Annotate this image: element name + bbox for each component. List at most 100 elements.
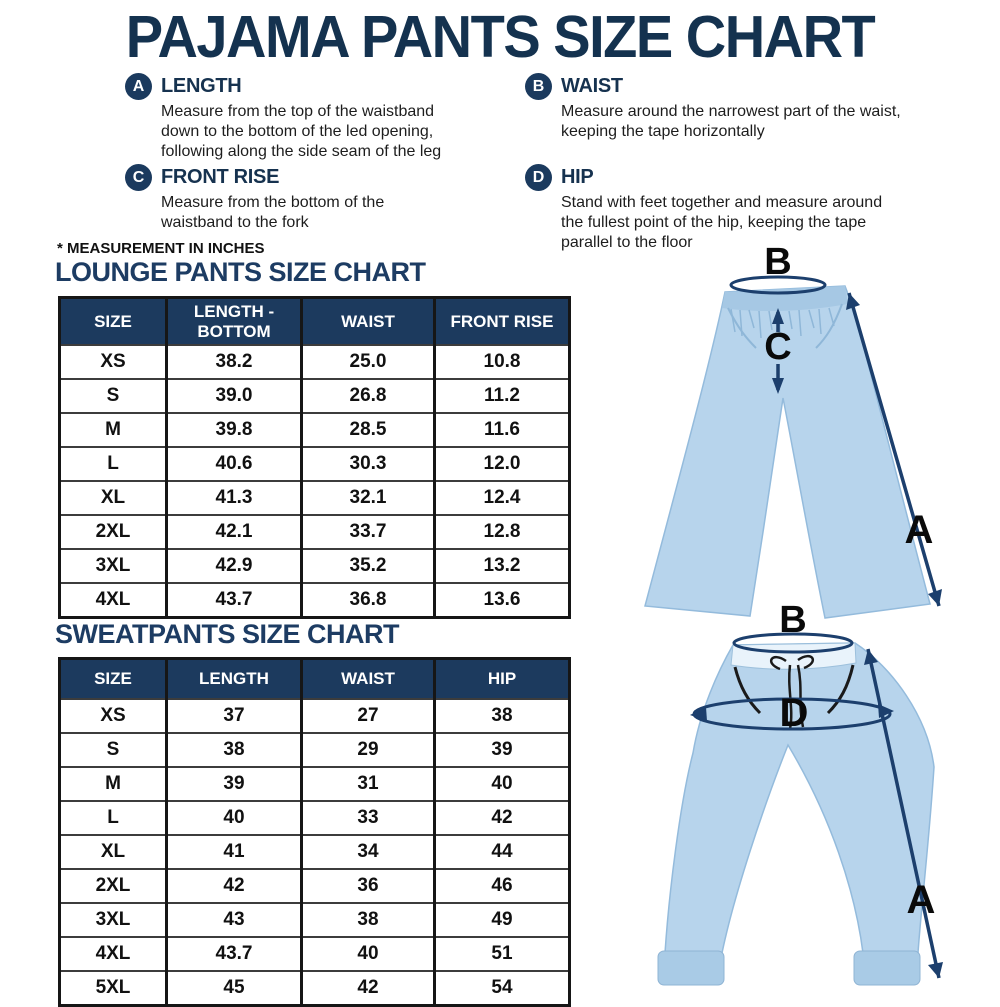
value-cell: 44 <box>433 833 570 869</box>
value-cell: 43 <box>165 901 302 937</box>
definition-front-rise-header: C FRONT RISE <box>125 164 406 191</box>
lounge-pocket-right <box>815 303 843 349</box>
table-row: XS 37 27 38 <box>59 697 570 733</box>
table-row: 3XL 42.9 35.2 13.2 <box>59 548 570 584</box>
label-b: B <box>764 246 791 283</box>
sweatpants-illustration: B D A <box>628 599 1000 1005</box>
value-cell: 43.7 <box>165 935 302 971</box>
definition-front-rise: C FRONT RISE Measure from the bottom of … <box>125 164 406 233</box>
table-row: XL 41.3 32.1 12.4 <box>59 480 570 516</box>
column-header: WAIST <box>300 658 435 699</box>
definition-waist-term: WAIST <box>561 75 623 97</box>
front-rise-arrowhead-down <box>772 378 784 394</box>
value-cell: 12.0 <box>433 446 570 482</box>
size-cell: XL <box>59 833 167 869</box>
value-cell: 40 <box>300 935 435 971</box>
letter-badge-c: C <box>125 164 152 191</box>
size-cell: 5XL <box>59 969 167 1005</box>
waist-measure-ellipse <box>729 275 827 295</box>
sweatpants-waistband <box>730 642 857 670</box>
value-cell: 31 <box>300 765 435 801</box>
value-cell: 27 <box>300 697 435 733</box>
drawstring-bow-right <box>797 654 815 670</box>
value-cell: 39.0 <box>165 378 302 414</box>
front-rise-arrowhead-up <box>772 308 784 324</box>
table-row: M 39.8 28.5 11.6 <box>59 412 570 448</box>
size-cell: M <box>59 412 167 448</box>
table-row: 4XL 43.7 40 51 <box>59 935 570 971</box>
value-cell: 35.2 <box>300 548 435 584</box>
length-arrowhead-top <box>846 293 860 310</box>
value-cell: 42 <box>300 969 435 1005</box>
size-cell: XS <box>59 697 167 733</box>
definition-hip: D HIP Stand with feet together and measu… <box>525 164 896 253</box>
definition-front-rise-description: Measure from the bottom of the waistband… <box>161 194 385 231</box>
letter-badge-b: B <box>525 73 552 100</box>
lounge-table-body: XS 38.2 25.0 10.8 S 39.0 26.8 11.2 M 39.8 28.5 11.6… <box>59 344 570 618</box>
value-cell: 45 <box>165 969 302 1005</box>
sweatpants-shape <box>664 642 935 954</box>
definition-waist-header: B WAIST <box>525 73 906 100</box>
sweatpants-svg: B D A <box>657 599 943 986</box>
jogger-waist-ellipse <box>732 632 854 654</box>
size-cell: L <box>59 799 167 835</box>
value-cell: 39.8 <box>165 412 302 448</box>
value-cell: 11.6 <box>433 412 570 448</box>
value-cell: 39 <box>433 731 570 767</box>
table-row: S 39.0 26.8 11.2 <box>59 378 570 414</box>
hip-arrowhead-left <box>690 707 707 721</box>
value-cell: 39 <box>165 765 302 801</box>
jogger-length-arrow <box>866 648 941 979</box>
value-cell: 42 <box>433 799 570 835</box>
value-cell: 38 <box>300 901 435 937</box>
jogger-length-arrowhead-top <box>864 649 878 665</box>
size-cell: L <box>59 446 167 482</box>
size-cell: 4XL <box>59 582 167 618</box>
sweatpants-size-table: SIZE LENGTH WAIST HIP XS 37 27 38 S 38 29 39 M 39 31 4… <box>58 657 571 1007</box>
label-d: D <box>780 691 809 735</box>
letter-badge-a: A <box>125 73 152 100</box>
sweatpants-header-row: SIZE LENGTH WAIST HIP <box>59 658 570 699</box>
definition-waist: B WAIST Measure around the narrowest par… <box>525 73 906 142</box>
label-b: B <box>779 603 806 641</box>
size-cell: 4XL <box>59 935 167 971</box>
definition-waist-description: Measure around the narrowest part of the… <box>561 103 901 140</box>
value-cell: 11.2 <box>433 378 570 414</box>
value-cell: 28.5 <box>300 412 435 448</box>
value-cell: 25.0 <box>300 344 435 380</box>
lounge-pocket-left <box>727 307 757 349</box>
value-cell: 40 <box>165 799 302 835</box>
length-arrowhead-bottom <box>928 589 942 606</box>
definition-hip-header: D HIP <box>525 164 896 191</box>
sweatpants-table-body: XS 37 27 38 S 38 29 39 M 39 31 40 L 40 33 42 XL 41 34 44 2XL… <box>59 697 570 1005</box>
value-cell: 38.2 <box>165 344 302 380</box>
jogger-pocket-right <box>826 664 855 715</box>
size-cell: S <box>59 378 167 414</box>
lounge-pants-svg: B C A <box>644 241 942 619</box>
column-header: HIP <box>433 658 570 699</box>
value-cell: 33.7 <box>300 514 435 550</box>
letter-badge-d: D <box>525 164 552 191</box>
value-cell: 46 <box>433 867 570 903</box>
value-cell: 38 <box>165 731 302 767</box>
drawstring-bow-left <box>769 655 787 671</box>
table-row: XL 41 34 44 <box>59 833 570 869</box>
value-cell: 38 <box>433 697 570 733</box>
column-header: SIZE <box>59 297 167 346</box>
value-cell: 32.1 <box>300 480 435 516</box>
label-a: A <box>907 878 936 922</box>
jogger-length-arrowhead-bottom <box>928 962 943 978</box>
length-arrow <box>847 292 941 607</box>
lounge-pants-shape <box>644 285 931 619</box>
value-cell: 51 <box>433 935 570 971</box>
value-cell: 13.6 <box>433 582 570 618</box>
definition-front-rise-term: FRONT RISE <box>161 166 280 188</box>
definition-length: A LENGTH Measure from the top of the wai… <box>125 73 473 162</box>
table-row: L 40 33 42 <box>59 799 570 835</box>
size-cell: XL <box>59 480 167 516</box>
value-cell: 40 <box>433 765 570 801</box>
definition-length-header: A LENGTH <box>125 73 473 100</box>
value-cell: 42.1 <box>165 514 302 550</box>
size-cell: XS <box>59 344 167 380</box>
value-cell: 29 <box>300 731 435 767</box>
